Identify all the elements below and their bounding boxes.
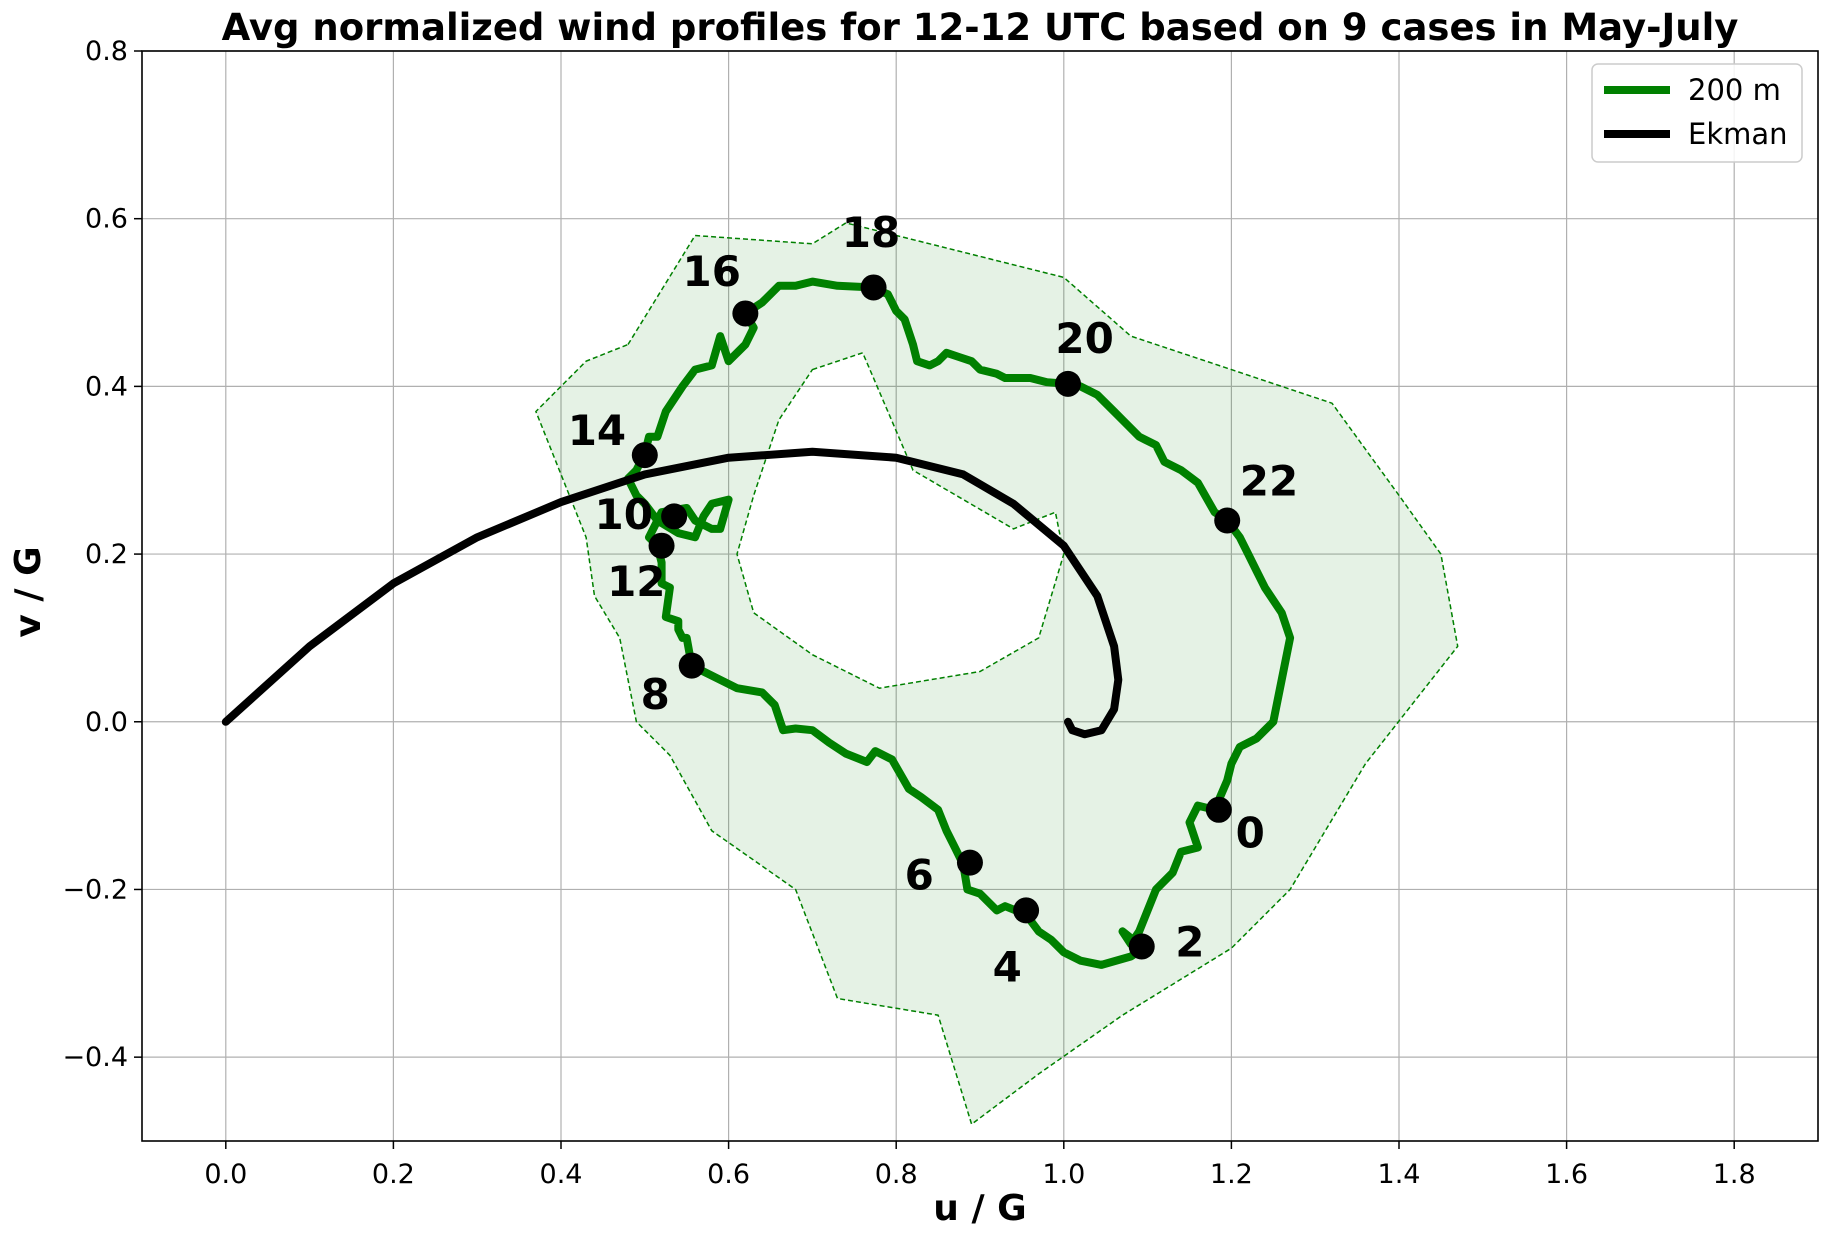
- hour-marker: [1128, 933, 1155, 960]
- hour-marker: [1013, 897, 1040, 924]
- x-tick-label: 1.0: [1042, 1159, 1085, 1190]
- x-tick-label: 1.2: [1210, 1159, 1253, 1190]
- y-tick-label: −0.4: [62, 1042, 128, 1073]
- y-tick-label: 0.0: [85, 707, 128, 738]
- hour-label: 12: [607, 557, 665, 606]
- plot-frame: [141, 50, 1819, 1142]
- hour-marker: [631, 442, 658, 469]
- hour-marker: [860, 274, 887, 301]
- x-tick-label: 0.8: [875, 1159, 918, 1190]
- x-tick-label: 1.4: [1378, 1159, 1421, 1190]
- hour-label: 0: [1236, 809, 1265, 858]
- hour-marker: [661, 503, 688, 530]
- hour-label: 6: [905, 850, 934, 899]
- y-axis-ticks: −0.4 −0.2 0.0 0.2 0.4 0.6 0.8: [62, 36, 142, 1073]
- x-tick-label: 0.0: [204, 1159, 247, 1190]
- hour-label: 8: [641, 670, 670, 719]
- series-line-200-m: [624, 277, 1295, 969]
- hour-marker: [678, 652, 705, 679]
- hour-marker: [1054, 370, 1081, 397]
- series-line-ekman: [221, 447, 1123, 739]
- series-lines: [221, 277, 1295, 969]
- hour-marker: [648, 532, 675, 559]
- chart-title: Avg normalized wind profiles for 12-12 U…: [222, 6, 1739, 49]
- y-tick-label: 0.4: [85, 371, 128, 402]
- x-axis-label: u / G: [933, 1188, 1026, 1229]
- hour-marker: [956, 849, 983, 876]
- spread-band: [535, 222, 1459, 1126]
- y-tick-label: 0.2: [85, 539, 128, 570]
- band-inner-edge: [736, 351, 1065, 689]
- x-tick-label: 1.8: [1713, 1159, 1756, 1190]
- x-tick-label: 0.6: [707, 1159, 750, 1190]
- hour-markers: 0 2 4 6 8 10 12 14 16 18 20 22: [568, 208, 1299, 991]
- hour-label: 16: [683, 247, 741, 296]
- hour-label: 18: [842, 208, 900, 257]
- band-fill: [535, 222, 1458, 1125]
- x-tick-label: 1.6: [1545, 1159, 1588, 1190]
- hour-label: 4: [993, 943, 1022, 992]
- hour-label: 20: [1055, 314, 1113, 363]
- hour-marker: [1205, 796, 1232, 823]
- y-tick-label: 0.8: [85, 36, 128, 67]
- legend-entry: 200 m: [1688, 73, 1781, 107]
- y-tick-label: −0.2: [62, 874, 128, 905]
- hour-label: 10: [595, 490, 653, 539]
- x-axis-ticks: 0.0 0.2 0.4 0.6 0.8 1.0 1.2 1.4 1.6 1.8: [204, 1141, 1756, 1190]
- x-tick-label: 0.2: [372, 1159, 415, 1190]
- hour-label: 2: [1175, 918, 1204, 967]
- legend: 200 m Ekman: [1591, 63, 1803, 163]
- hour-label: 22: [1240, 456, 1298, 505]
- hour-marker: [732, 300, 759, 327]
- hour-marker: [1214, 507, 1241, 534]
- legend-entry: Ekman: [1688, 117, 1788, 151]
- y-axis-label: v / G: [8, 546, 49, 637]
- x-tick-label: 0.4: [540, 1159, 583, 1190]
- hour-label: 14: [568, 406, 626, 455]
- y-tick-label: 0.6: [85, 204, 128, 235]
